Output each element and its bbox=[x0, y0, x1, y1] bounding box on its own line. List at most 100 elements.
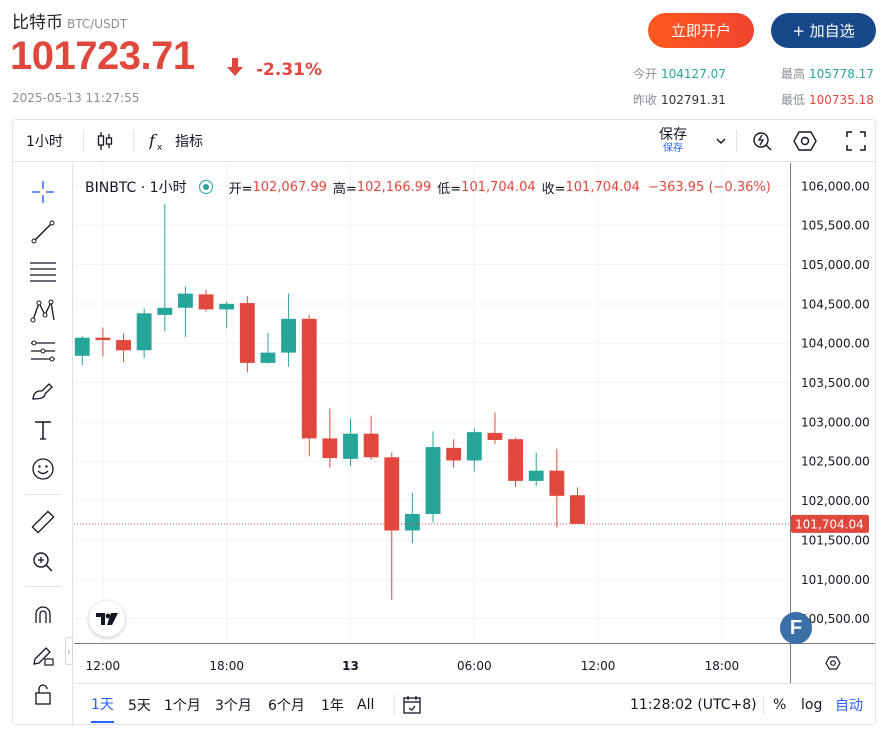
fib-tool[interactable] bbox=[27, 335, 59, 367]
down-arrow-icon bbox=[227, 58, 243, 76]
measure-tool[interactable] bbox=[27, 506, 59, 538]
tv-logo-icon bbox=[96, 613, 118, 625]
candle-type-icon[interactable] bbox=[97, 120, 113, 162]
candle-body bbox=[549, 470, 565, 496]
pattern-icon bbox=[30, 299, 55, 323]
y-tick-label: 102,500.00 bbox=[801, 455, 870, 469]
candle-body bbox=[343, 433, 358, 459]
sidebar-divider bbox=[25, 586, 61, 587]
candle-body bbox=[322, 438, 338, 459]
legend-open-label: 开= bbox=[228, 181, 253, 197]
range-6m[interactable]: 6个月 bbox=[268, 698, 305, 714]
range-3m[interactable]: 3个月 bbox=[215, 698, 252, 714]
legend-symbol: BINBTC · 1小时 bbox=[85, 180, 187, 196]
fullscreen-button[interactable] bbox=[846, 120, 866, 162]
save-button[interactable]: 保存 保存 bbox=[659, 120, 687, 162]
quote-header: 比特币 BTC/USDT 101723.71 -2.31% 2025-05-13 … bbox=[0, 0, 883, 118]
range-5d[interactable]: 5天 bbox=[128, 698, 151, 714]
auto-toggle[interactable]: 自动 bbox=[835, 698, 863, 714]
zoom-tool[interactable] bbox=[27, 546, 59, 578]
y-tick-label: 103,000.00 bbox=[801, 415, 870, 429]
emoji-tool[interactable] bbox=[27, 453, 59, 485]
price-chart[interactable]: 106,000.00 105,500.00 105,000.00 104,500.00… bbox=[74, 163, 875, 683]
trend-line-icon bbox=[31, 220, 55, 244]
horizontal-lines-tool[interactable] bbox=[27, 255, 59, 287]
legend-open-value: 102,067.99 bbox=[252, 179, 327, 195]
percent-toggle[interactable]: % bbox=[773, 697, 787, 713]
text-icon bbox=[35, 421, 51, 440]
bottom-bar: 1天 5天 1个月 3个月 6个月 1年 All 11:28:02 (UTC+8… bbox=[74, 683, 875, 725]
trend-line-tool[interactable] bbox=[27, 216, 59, 248]
stat-label: 今开 bbox=[633, 67, 658, 81]
range-1y[interactable]: 1年 bbox=[321, 698, 344, 714]
y-tick-label: 104,000.00 bbox=[801, 337, 870, 351]
candle-body bbox=[74, 337, 90, 356]
stat-value: 100735.18 bbox=[809, 93, 874, 107]
fibonacci-icon bbox=[31, 340, 55, 362]
add-watchlist-button[interactable]: + 加自选 bbox=[771, 13, 876, 48]
x-tick-label: 06:00 bbox=[457, 659, 492, 673]
legend-change: −363.95 (−0.36%) bbox=[647, 179, 771, 195]
candle-body bbox=[363, 433, 379, 458]
y-tick-label: 104,500.00 bbox=[801, 297, 870, 311]
chart-legend: BINBTC · 1小时 开= 102,067.99 高= 102,166.99 低… bbox=[85, 177, 771, 197]
go-to-date-button[interactable] bbox=[401, 684, 423, 726]
settings-button[interactable] bbox=[793, 120, 817, 162]
svg-text:x: x bbox=[157, 143, 163, 151]
save-dropdown[interactable] bbox=[715, 120, 727, 162]
draw-lock-tool[interactable] bbox=[27, 639, 59, 671]
tradingview-logo[interactable] bbox=[89, 601, 125, 637]
open-account-button[interactable]: 立即开户 bbox=[648, 13, 754, 48]
magnet-icon bbox=[35, 606, 51, 623]
stat-low: 最低 100735.18 bbox=[781, 91, 874, 108]
legend-high-label: 高= bbox=[332, 181, 357, 197]
sidebar-collapse-handle[interactable]: ‹ bbox=[65, 637, 73, 665]
x-tick-label: 18:00 bbox=[705, 659, 740, 673]
candle-body bbox=[487, 432, 503, 440]
legend-high-value: 102,166.99 bbox=[356, 179, 432, 195]
legend-low-label: 低= bbox=[437, 181, 462, 197]
stat-high: 最高 105778.17 bbox=[781, 65, 874, 82]
candle-body bbox=[404, 513, 420, 531]
sidebar-divider bbox=[25, 494, 61, 495]
axis-settings-icon bbox=[825, 656, 841, 670]
x-tick-label: 13 bbox=[342, 659, 359, 673]
quick-search-button[interactable] bbox=[751, 120, 773, 162]
y-tick-label: 100,500.00 bbox=[801, 612, 870, 626]
timestamp: 2025-05-13 11:27:55 bbox=[12, 91, 140, 105]
candle-body bbox=[446, 447, 462, 461]
calendar-icon bbox=[403, 696, 421, 714]
indicators-label: 指标 bbox=[175, 134, 203, 150]
crosshair-icon bbox=[32, 181, 54, 203]
pair-label: BTC/USDT bbox=[67, 17, 128, 31]
candle-body bbox=[570, 495, 585, 524]
horizontal-lines-icon bbox=[30, 262, 56, 282]
y-tick-label: 106,000.00 bbox=[801, 179, 870, 193]
x-tick-label: 12:00 bbox=[581, 659, 616, 673]
brush-tool[interactable] bbox=[27, 374, 59, 406]
magnet-tool[interactable] bbox=[27, 599, 59, 631]
candle-body bbox=[95, 337, 111, 341]
clock-timezone[interactable]: 11:28:02 (UTC+8) bbox=[630, 697, 757, 713]
text-tool[interactable] bbox=[27, 414, 59, 446]
log-toggle[interactable]: log bbox=[801, 697, 823, 713]
stat-value: 104127.07 bbox=[661, 67, 726, 81]
range-1d[interactable]: 1天 bbox=[91, 687, 114, 723]
ruler-icon bbox=[31, 510, 55, 534]
stat-label: 最高 bbox=[781, 67, 806, 81]
interval-selector[interactable]: 1小时 bbox=[26, 134, 63, 150]
axis-settings-hex bbox=[825, 656, 841, 670]
candle-body bbox=[136, 313, 152, 351]
bottom-divider bbox=[394, 695, 395, 715]
last-price-label: 101,704.04 bbox=[795, 517, 864, 531]
f-badge-icon[interactable]: F bbox=[780, 612, 812, 644]
pattern-tool[interactable] bbox=[27, 295, 59, 327]
range-all[interactable]: All bbox=[357, 697, 375, 713]
range-1m[interactable]: 1个月 bbox=[164, 698, 201, 714]
asset-name: 比特币 BTC/USDT bbox=[12, 8, 127, 33]
candle-body bbox=[219, 303, 235, 310]
crosshair-tool[interactable] bbox=[27, 176, 59, 208]
lock-tool[interactable] bbox=[27, 678, 59, 710]
